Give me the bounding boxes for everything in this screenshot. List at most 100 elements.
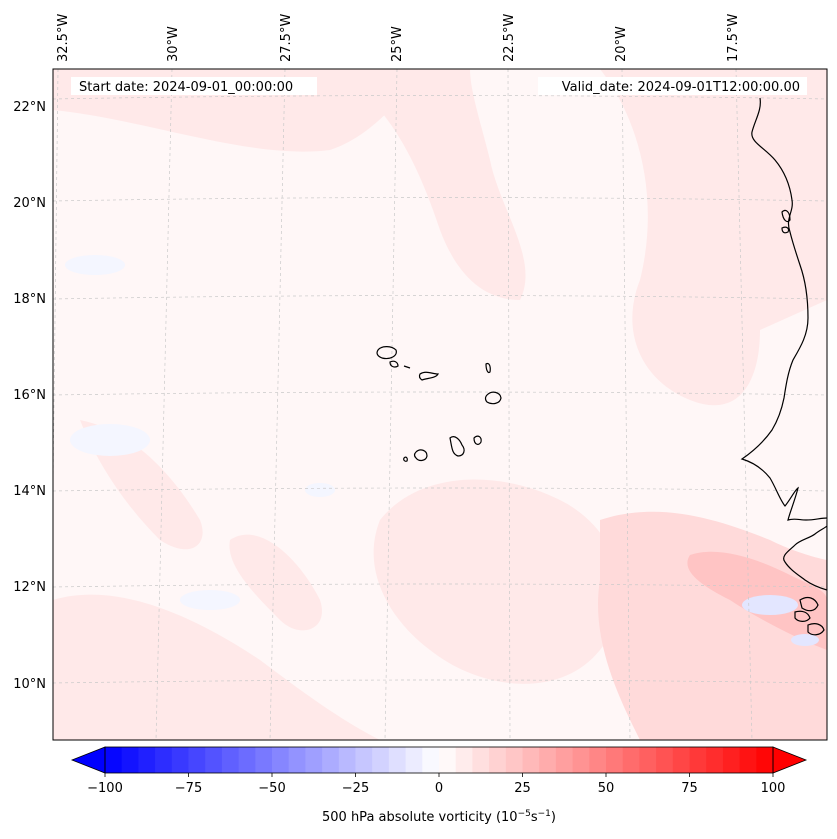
africa-coastline <box>740 97 827 521</box>
colorbar-label-exp1: −5 <box>518 809 531 819</box>
colorbar-segment <box>288 747 306 773</box>
cape-verde-sao-vicente <box>389 360 399 368</box>
graticule <box>53 69 827 740</box>
africa-coastline-south <box>783 520 827 591</box>
canary-coast-island-1 <box>781 209 791 223</box>
colorbar-segment <box>689 747 707 773</box>
lon-label-25W: 25°W <box>390 26 405 62</box>
guinea-bissau-islands <box>794 596 825 636</box>
negative-vorticity-patch-2 <box>791 634 819 646</box>
colorbar-segment <box>105 747 123 773</box>
colorbar-tick-label: −75 <box>175 781 202 796</box>
lat-label-10N: 10°N <box>13 677 46 692</box>
gridline-lon-17.5 <box>735 69 753 740</box>
colorbar-label-mid: s <box>531 810 538 825</box>
cape-verde-sao-nicolau <box>418 371 439 381</box>
start-date-label: Start date: 2024-09-01_00:00:00 <box>79 80 293 95</box>
colorbar-segment <box>355 747 373 773</box>
colorbar-tick-label: −25 <box>342 781 369 796</box>
colorbar-segment <box>155 747 173 773</box>
lat-label-16N: 16°N <box>13 388 46 403</box>
lat-label-18N: 18°N <box>13 292 46 307</box>
cape-verde-sal <box>485 362 491 374</box>
colorbar-tick-label: −100 <box>87 781 123 796</box>
colorbar-ticks: −100 −75 −50 −25 0 25 50 75 100 <box>87 773 785 796</box>
colorbar-segment <box>505 747 524 773</box>
lon-label-22.5W: 22.5°W <box>502 14 517 62</box>
colorbar-segment <box>639 747 657 773</box>
lat-label-12N: 12°N <box>13 580 46 595</box>
colorbar-segment <box>656 747 674 773</box>
lon-label-20W: 20°W <box>614 26 629 62</box>
lat-label-14N: 14°N <box>13 484 46 499</box>
gridline-lon-22.5 <box>507 69 511 740</box>
gridline-lat-10 <box>53 679 827 684</box>
colorbar-label-main: 500 hPa absolute vorticity (10 <box>322 810 518 825</box>
coastlines <box>376 97 827 636</box>
gridline-lat-18 <box>53 295 827 300</box>
colorbar-tick-label: 75 <box>681 781 698 796</box>
negative-vorticity-patch-4 <box>65 255 125 275</box>
lat-label-20N: 20°N <box>13 196 46 211</box>
colorbar-segment <box>272 747 290 773</box>
colorbar-label: 500 hPa absolute vorticity (10−5s−1) <box>322 809 556 825</box>
gridline-lat-16 <box>53 391 827 396</box>
lon-label-30W: 30°W <box>166 26 181 62</box>
latitude-labels: 22°N 20°N 18°N 16°N 14°N 12°N 10°N <box>13 100 46 692</box>
colorbar-segment <box>205 747 223 773</box>
longitude-labels: 32.5°W 30°W 27.5°W 25°W 22.5°W 20°W 17.5… <box>56 14 741 62</box>
cape-verde-fogo <box>413 449 428 462</box>
cape-verde-santo-antao <box>376 346 397 360</box>
positive-vorticity-band-north <box>330 69 526 300</box>
colorbar-segment <box>121 747 139 773</box>
gridline-lat-20 <box>53 197 827 202</box>
colorbar-segment <box>171 747 190 773</box>
gridline-lat-22 <box>53 95 827 100</box>
colorbar-segment <box>555 747 574 773</box>
gridline-lat-14 <box>53 487 827 492</box>
negative-vorticity-patch-6 <box>305 483 335 497</box>
colorbar-segment <box>589 747 607 773</box>
colorbar-segment <box>622 747 640 773</box>
negative-vorticity-patch-3 <box>70 424 150 456</box>
colorbar-segment <box>539 747 557 773</box>
cape-verde-santiago <box>449 436 465 457</box>
colorbar-segment <box>455 747 473 773</box>
colorbar-segment <box>405 747 423 773</box>
colorbar-tick-label: 50 <box>598 781 615 796</box>
colorbar-segment <box>572 747 590 773</box>
lon-label-27.5W: 27.5°W <box>279 14 294 62</box>
valid-date-box <box>538 77 807 95</box>
colorbar-tick-label: −50 <box>258 781 285 796</box>
colorbar-segment <box>722 747 741 773</box>
colorbar-segment <box>322 747 340 773</box>
gridline-lon-20 <box>621 69 631 740</box>
colorbar-tick-label: 25 <box>514 781 531 796</box>
colorbar-segment <box>672 747 691 773</box>
colorbar-segment <box>522 747 540 773</box>
valid-date-label: Valid_date: 2024-09-01T12:00:00.00 <box>562 80 800 95</box>
positive-vorticity-band-midwest <box>229 534 322 631</box>
gridline-lon-25 <box>384 69 398 740</box>
negative-vorticity-patch-1 <box>742 595 798 615</box>
colorbar-segment <box>388 747 407 773</box>
gridline-lon-27.5 <box>269 69 286 740</box>
colorbar-segment <box>439 747 457 773</box>
cape-verde-boa-vista <box>484 391 502 405</box>
cape-verde-santa-luzia <box>403 365 411 369</box>
colorbar-segment <box>238 747 256 773</box>
start-date-box <box>71 77 317 95</box>
gridline-lat-12 <box>53 583 827 588</box>
cape-verde-brava <box>403 456 408 462</box>
colorbar-tick-label: 0 <box>435 781 443 796</box>
colorbar-segment <box>305 747 323 773</box>
colorbar-segment <box>338 747 357 773</box>
positive-vorticity-band-central <box>373 479 621 684</box>
colorbar-segment <box>606 747 624 773</box>
colorbar-segments <box>105 747 774 773</box>
colorbar-label-exp2: −1 <box>538 809 551 819</box>
colorbar-segment <box>221 747 240 773</box>
colorbar-segment <box>188 747 206 773</box>
canary-coast-island-2 <box>781 226 790 234</box>
